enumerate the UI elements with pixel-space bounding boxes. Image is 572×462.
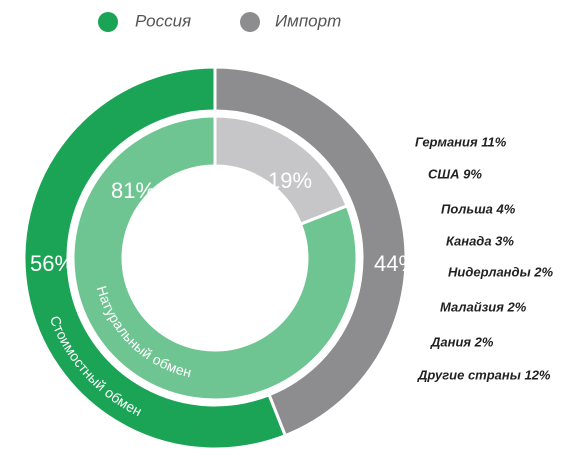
ring-segment — [22, 65, 288, 451]
ring-segment — [71, 114, 359, 402]
ring-segment — [213, 65, 408, 438]
annotation: Другие страны 12% — [417, 367, 551, 382]
annotation: Малайзия 2% — [440, 299, 527, 314]
value-label: 44% — [374, 251, 418, 276]
annotation: Польша 4% — [441, 201, 516, 216]
annotation: Дания 2% — [430, 334, 494, 349]
legend-label: Импорт — [275, 11, 341, 30]
ring-segment — [213, 114, 349, 227]
annotation: Канада 3% — [446, 233, 514, 248]
value-label: 56% — [30, 251, 74, 276]
value-label: 81% — [111, 178, 155, 203]
legend-label: Россия — [135, 11, 191, 30]
annotation: США 9% — [428, 166, 482, 181]
legend-swatch — [98, 12, 118, 32]
value-label: 19% — [268, 168, 312, 193]
annotation: Германия 11% — [415, 134, 507, 149]
legend-swatch — [240, 12, 260, 32]
annotation: Нидерланды 2% — [448, 264, 554, 279]
